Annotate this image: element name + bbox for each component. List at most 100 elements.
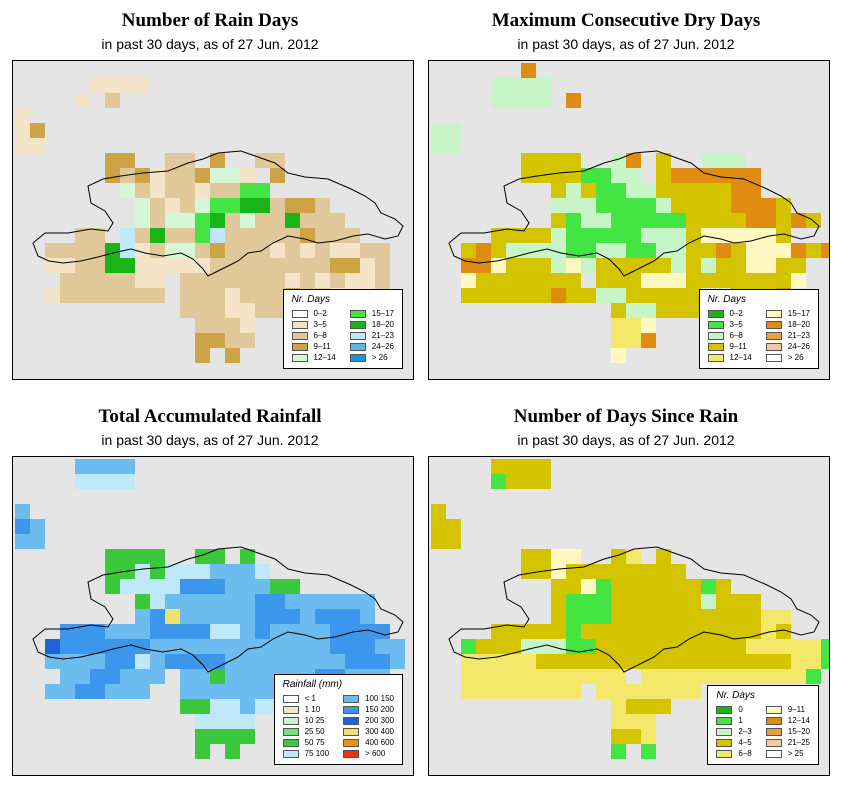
grid-cell (551, 213, 566, 228)
grid-cell (761, 273, 776, 288)
grid-cell (225, 303, 240, 318)
grid-cell (120, 669, 135, 684)
grid-cell (255, 564, 270, 579)
legend-label: 6–8 (738, 749, 752, 758)
legend-item: 21–25 (765, 738, 810, 747)
grid-cell (476, 258, 491, 273)
grid-cell (671, 168, 686, 183)
grid-cell (285, 624, 300, 639)
panel-subtitle: in past 30 days, as of 27 Jun. 2012 (101, 36, 319, 52)
grid-cell (521, 78, 536, 93)
grid-cell (626, 579, 641, 594)
grid-cell (731, 198, 746, 213)
grid-cell (686, 594, 701, 609)
grid-cell (360, 624, 375, 639)
grid-cell (255, 624, 270, 639)
grid-cell (195, 303, 210, 318)
grid-cell (656, 198, 671, 213)
grid-cell (120, 474, 135, 489)
grid-cell (716, 639, 731, 654)
grid-cell (731, 168, 746, 183)
grid-cell (626, 549, 641, 564)
grid-cell (75, 624, 90, 639)
grid-cell (701, 213, 716, 228)
legend-swatch (343, 716, 360, 725)
legend-label: 9–11 (787, 705, 805, 714)
legend-item: 24–26 (349, 342, 394, 351)
grid-cell (761, 198, 776, 213)
legend-item: 15–20 (765, 727, 810, 736)
grid-cell (746, 654, 761, 669)
grid-cell (611, 243, 626, 258)
grid-cell (105, 564, 120, 579)
grid-cell (506, 288, 521, 303)
panel-subtitle: in past 30 days, as of 27 Jun. 2012 (517, 432, 735, 448)
legend-swatch (349, 320, 366, 329)
panel-title: Number of Days Since Rain (513, 406, 739, 427)
legend-item: 3–5 (707, 320, 752, 329)
legend-item: 3–5 (291, 320, 336, 329)
legend-swatch (291, 320, 308, 329)
legend-title: Nr. Days (291, 294, 331, 305)
grid-cell (521, 273, 536, 288)
grid-cell (596, 273, 611, 288)
grid-cell (255, 273, 270, 288)
legend-item: 9–11 (707, 342, 752, 351)
grid-cell (641, 564, 656, 579)
grid-cell (716, 243, 731, 258)
grid-cell (240, 333, 255, 348)
grid-cell (135, 654, 150, 669)
grid-cell (135, 183, 150, 198)
grid-cell (521, 654, 536, 669)
grid-cell (431, 534, 446, 549)
legend-item: 9–11 (291, 342, 336, 351)
grid-cell (686, 684, 701, 699)
grid-cell (195, 594, 210, 609)
grid-cell (566, 624, 581, 639)
legend-item: 24–26 (765, 342, 810, 351)
grid-cell (195, 168, 210, 183)
grid-cell (225, 243, 240, 258)
grid-cell (315, 198, 330, 213)
grid-cell (776, 639, 791, 654)
grid-cell (731, 213, 746, 228)
legend-item: > 600 (343, 749, 394, 758)
grid-cell (701, 639, 716, 654)
grid-cell (596, 198, 611, 213)
grid-cell (731, 243, 746, 258)
grid-cell (195, 213, 210, 228)
grid-cell (195, 684, 210, 699)
panel-total-rainfall: Total Accumulated Rainfall in past 30 da… (0, 396, 420, 786)
grid-cell (686, 639, 701, 654)
grid-cell (551, 579, 566, 594)
grid-cell (446, 534, 461, 549)
grid-cell (791, 258, 806, 273)
grid-cell (150, 168, 165, 183)
grid-cell (746, 258, 761, 273)
grid-cell (240, 318, 255, 333)
grid-cell (536, 258, 551, 273)
grid-cell (596, 669, 611, 684)
grid-cell (270, 594, 285, 609)
legend-swatch (343, 705, 360, 714)
grid-cell (611, 303, 626, 318)
grid-cell (581, 624, 596, 639)
grid-cell (210, 594, 225, 609)
grid-cell (701, 168, 716, 183)
grid-cell (270, 258, 285, 273)
grid-cell (626, 684, 641, 699)
grid-cell (626, 564, 641, 579)
legend-label: 10 25 (304, 716, 325, 725)
grid-cell (731, 183, 746, 198)
grid-cell (641, 228, 656, 243)
legend-item: 100 150 (343, 694, 394, 703)
grid-cell (180, 579, 195, 594)
grid-cell (641, 609, 656, 624)
grid-cell (461, 288, 476, 303)
legend-item: 6–8 (707, 331, 752, 340)
grid-cell (45, 639, 60, 654)
grid-cell (566, 549, 581, 564)
grid-cell (360, 609, 375, 624)
legend-label: > 25 (787, 749, 804, 758)
grid-cell (641, 714, 656, 729)
